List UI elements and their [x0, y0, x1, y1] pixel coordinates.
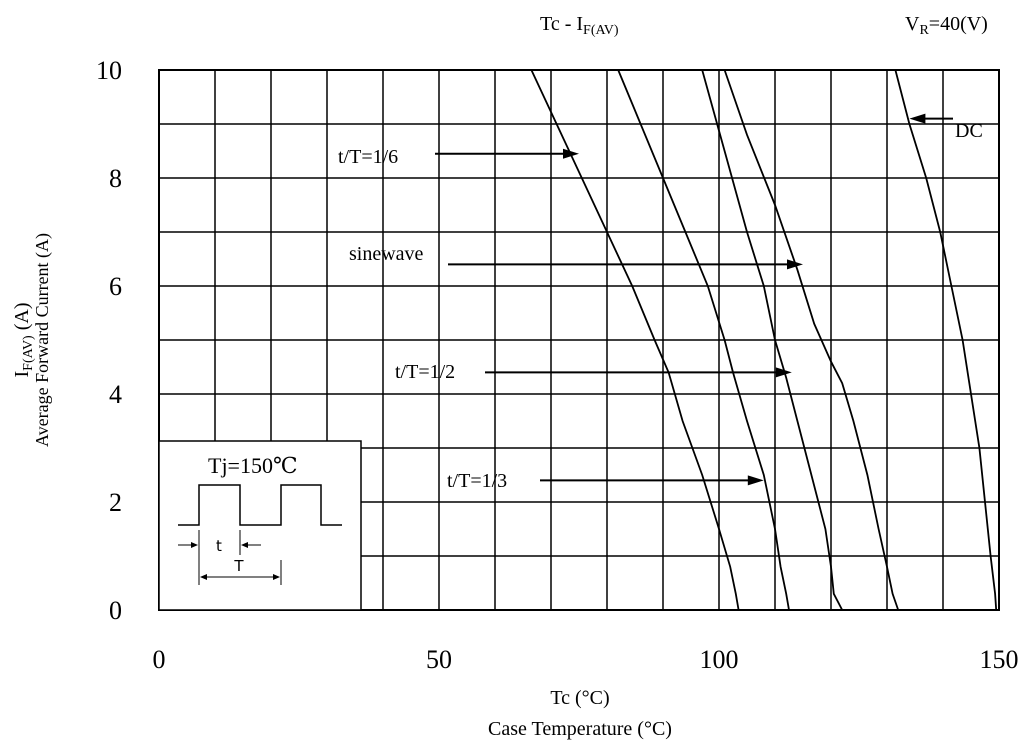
chart-title: Tc - IF(AV) — [540, 13, 619, 38]
y-tick-label: 10 — [96, 56, 122, 85]
y-tick-label: 6 — [109, 272, 122, 301]
y-axis-label-line1: IF(AV) (A) — [11, 303, 36, 378]
inset-T-label: T — [233, 557, 244, 575]
pulse-waveform — [178, 484, 342, 526]
y-tick-label: 4 — [109, 380, 122, 409]
series-line-dc — [894, 69, 998, 611]
arrow-head-dc — [909, 113, 926, 124]
x-axis-label-line1: Tc (°C) — [550, 687, 609, 709]
series-annotations: t/T=1/6 sinewave t/T=1/2 t/T=1/3 DC — [338, 113, 983, 492]
series-label-t-t-1-3: t/T=1/3 — [447, 470, 507, 492]
x-tick-label: 50 — [426, 645, 452, 674]
chart-condition: VR=40(V) — [905, 13, 988, 38]
y-tick-label: 8 — [109, 164, 122, 193]
series-label-t-t-1-6: t/T=1/6 — [338, 146, 398, 168]
y-tick-label: 0 — [109, 596, 122, 625]
arrow-head-t-t-1-3 — [747, 475, 764, 486]
x-tick-label: 150 — [980, 645, 1019, 674]
arrow-head-sinewave — [787, 259, 803, 270]
series-label-t-t-1-2: t/T=1/2 — [395, 361, 455, 383]
inset-title: Tj=150℃ — [208, 453, 298, 478]
x-axis-label-line2: Case Temperature (°C) — [488, 718, 672, 740]
x-tick-label: 100 — [700, 645, 739, 674]
inset-box: Tj=150℃ t T — [158, 440, 362, 611]
arrow-head-t-t-1-6 — [563, 148, 579, 159]
tick-labels: 0 50 100 150 0 2 4 6 8 10 — [96, 56, 1019, 674]
arrow-head-t-t-1-2 — [775, 367, 792, 378]
x-tick-label: 0 — [153, 645, 166, 674]
series-line-t-t-1-2 — [701, 69, 843, 611]
y-axis-label-line2: Average Forward Current (A) — [32, 233, 53, 447]
series-line-sinewave — [723, 69, 900, 611]
series-label-sinewave: sinewave — [349, 243, 424, 265]
series-label-dc: DC — [955, 120, 983, 142]
inset-t-label: t — [216, 537, 222, 555]
y-tick-label: 2 — [109, 488, 122, 517]
plot-frame — [158, 69, 1000, 611]
